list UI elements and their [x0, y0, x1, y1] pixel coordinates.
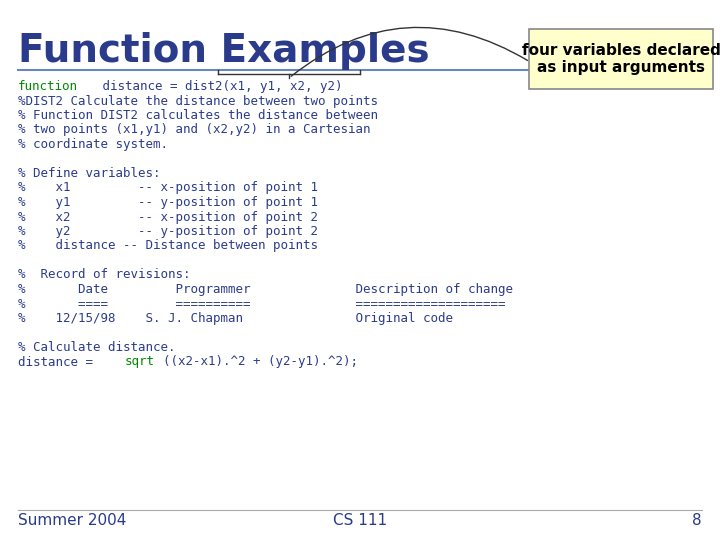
Text: distance = dist2(x1, y1, x2, y2): distance = dist2(x1, y1, x2, y2): [96, 80, 343, 93]
Text: % coordinate system.: % coordinate system.: [18, 138, 168, 151]
FancyBboxPatch shape: [529, 29, 713, 89]
Text: %    distance -- Distance between points: % distance -- Distance between points: [18, 240, 318, 253]
Text: % two points (x1,y1) and (x2,y2) in a Cartesian: % two points (x1,y1) and (x2,y2) in a Ca…: [18, 124, 371, 137]
Text: sqrt: sqrt: [125, 355, 155, 368]
Text: %       Date         Programmer              Description of change: % Date Programmer Description of change: [18, 283, 513, 296]
Text: CS 111: CS 111: [333, 513, 387, 528]
Text: % Function DIST2 calculates the distance between: % Function DIST2 calculates the distance…: [18, 109, 378, 122]
Text: Summer 2004: Summer 2004: [18, 513, 127, 528]
Text: %       ====         ==========              ====================: % ==== ========== ====================: [18, 298, 505, 310]
Text: four variables declared
as input arguments: four variables declared as input argumen…: [521, 43, 720, 75]
Text: % Define variables:: % Define variables:: [18, 167, 161, 180]
Text: %    x1         -- x-position of point 1: % x1 -- x-position of point 1: [18, 181, 318, 194]
Text: % Calculate distance.: % Calculate distance.: [18, 341, 176, 354]
Text: ((x2-x1).^2 + (y2-y1).^2);: ((x2-x1).^2 + (y2-y1).^2);: [163, 355, 358, 368]
Text: distance =: distance =: [18, 355, 101, 368]
Text: %    y2         -- y-position of point 2: % y2 -- y-position of point 2: [18, 225, 318, 238]
Text: %  Record of revisions:: % Record of revisions:: [18, 268, 191, 281]
Text: Function Examples: Function Examples: [18, 32, 430, 70]
Text: function: function: [18, 80, 78, 93]
Text: %    12/15/98    S. J. Chapman               Original code: % 12/15/98 S. J. Chapman Original code: [18, 312, 453, 325]
Text: %    y1         -- y-position of point 1: % y1 -- y-position of point 1: [18, 196, 318, 209]
Text: 8: 8: [693, 513, 702, 528]
Text: %DIST2 Calculate the distance between two points: %DIST2 Calculate the distance between tw…: [18, 94, 378, 107]
Text: %    x2         -- x-position of point 2: % x2 -- x-position of point 2: [18, 211, 318, 224]
